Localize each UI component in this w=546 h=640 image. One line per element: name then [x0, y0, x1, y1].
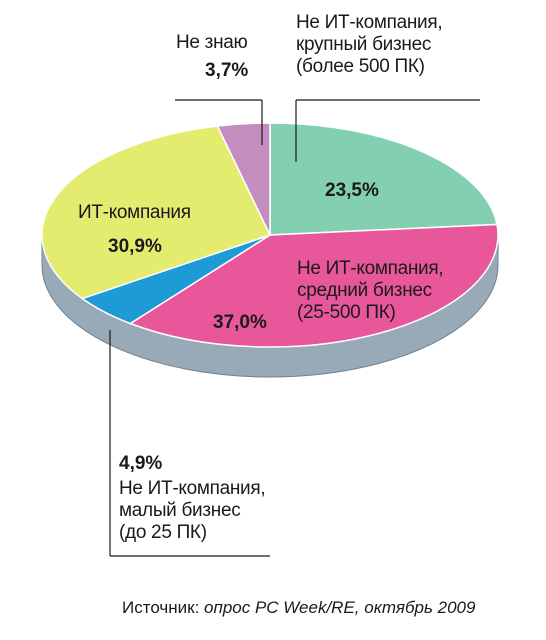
pie-slice — [128, 223, 499, 348]
pie-slice — [41, 125, 272, 300]
slice-label: Не ИТ-компания, малый бизнес (до 25 ПК) — [119, 478, 266, 543]
slice-label: ИТ-компания — [78, 202, 191, 223]
value-label: 23,5% — [325, 180, 379, 201]
value-label: 4,9% — [119, 453, 163, 474]
value-label: 30,9% — [108, 236, 162, 257]
source: Источник: опрос PC Week/RE, октябрь 2009 — [122, 598, 475, 618]
pie-slice — [269, 122, 498, 236]
slice-label: Не ИТ-компания, средний бизнес (25-500 П… — [297, 258, 444, 323]
pie-slice — [216, 122, 271, 236]
source-label: Источник: — [122, 598, 200, 617]
source-text: опрос PC Week/RE, октябрь 2009 — [204, 598, 476, 617]
value-label: 3,7% — [205, 60, 249, 81]
value-label: 37,0% — [213, 312, 267, 333]
slice-label: Не знаю — [176, 32, 248, 53]
slice-label: Не ИТ-компания, крупный бизнес (более 50… — [296, 12, 443, 77]
